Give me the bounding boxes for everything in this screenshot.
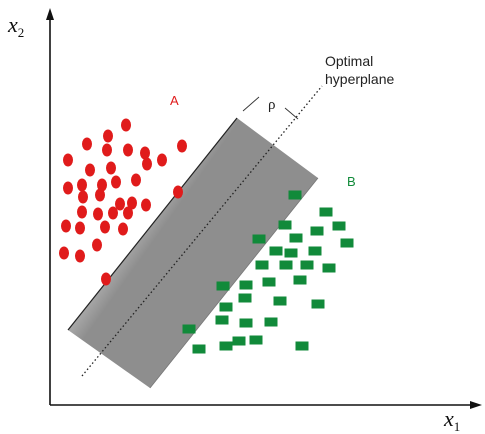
- class-b-point: [289, 233, 303, 243]
- class-a-point: [78, 190, 88, 204]
- class-b-point: [215, 315, 229, 325]
- class-b-label: B: [347, 174, 356, 189]
- class-b-point: [192, 344, 206, 354]
- class-a-point: [85, 163, 95, 177]
- class-b-point: [239, 318, 253, 328]
- class-b-point: [252, 234, 266, 244]
- class-a-label: A: [170, 93, 179, 108]
- class-b-point: [288, 190, 302, 200]
- class-b-point: [249, 335, 263, 345]
- x-axis-letter: x: [443, 406, 454, 431]
- class-a-point: [123, 206, 133, 220]
- class-a-point: [111, 175, 121, 189]
- optimal-hyperplane-line: [81, 85, 323, 377]
- band-edge-a: [67, 117, 238, 331]
- x-axis-arrow: [470, 401, 482, 409]
- class-b-point: [284, 248, 298, 258]
- class-a-point: [102, 143, 112, 157]
- class-a-point: [63, 181, 73, 195]
- class-b-point: [293, 275, 307, 285]
- rho-tick-left: [242, 96, 260, 112]
- class-b-point: [269, 246, 283, 256]
- class-a-point: [101, 272, 111, 286]
- class-b-point: [239, 280, 253, 290]
- class-a-point: [177, 139, 187, 153]
- class-a-point: [115, 197, 125, 211]
- y-axis-title: x2: [7, 12, 24, 40]
- class-a-point: [108, 206, 118, 220]
- class-b-point: [308, 246, 322, 256]
- class-a-point: [61, 219, 71, 233]
- class-b-point: [279, 260, 293, 270]
- class-a-point: [92, 238, 102, 252]
- class-b-point: [310, 226, 324, 236]
- class-b-points: [182, 190, 354, 354]
- class-b-point: [278, 220, 292, 230]
- class-a-point: [95, 188, 105, 202]
- class-b-point: [273, 296, 287, 306]
- class-a-point: [77, 178, 87, 192]
- class-a-point: [121, 118, 131, 132]
- class-a-point: [140, 146, 150, 160]
- class-b-point: [311, 299, 325, 309]
- rho-label: ρ: [268, 97, 276, 113]
- x-axis-subscript: 1: [454, 419, 461, 434]
- class-a-point: [127, 196, 137, 210]
- hyperplane-label-line2: hyperplane: [325, 71, 394, 87]
- class-a-point: [63, 153, 73, 167]
- class-b-point: [264, 317, 278, 327]
- class-a-points: [59, 118, 187, 286]
- band-edge-b: [149, 177, 319, 389]
- class-a-point: [103, 129, 113, 143]
- class-b-point: [255, 260, 269, 270]
- class-b-point: [219, 302, 233, 312]
- class-a-point: [77, 205, 87, 219]
- class-a-point: [141, 198, 151, 212]
- class-a-point: [157, 153, 167, 167]
- rho-tick-right: [284, 107, 299, 120]
- class-b-point: [232, 336, 246, 346]
- y-axis-letter: x: [7, 12, 18, 37]
- class-a-point: [100, 220, 110, 234]
- class-b-point: [295, 341, 309, 351]
- class-b-point: [340, 238, 354, 248]
- class-b-point: [238, 293, 252, 303]
- x-axis-title: x1: [443, 406, 460, 434]
- class-b-point: [322, 263, 336, 273]
- y-axis-arrow: [46, 8, 54, 20]
- class-b-point: [332, 221, 346, 231]
- class-b-point: [300, 260, 314, 270]
- class-a-point: [173, 185, 183, 199]
- class-a-point: [97, 178, 107, 192]
- class-b-point: [216, 281, 230, 291]
- class-a-point: [142, 157, 152, 171]
- margin-band: [68, 118, 318, 388]
- class-a-point: [93, 207, 103, 221]
- class-b-point: [182, 324, 196, 334]
- class-a-point: [118, 222, 128, 236]
- hyperplane-label-line1: Optimal: [325, 53, 373, 69]
- class-a-point: [131, 173, 141, 187]
- class-b-point: [219, 341, 233, 351]
- class-a-point: [75, 221, 85, 235]
- class-a-point: [123, 143, 133, 157]
- class-a-point: [59, 246, 69, 260]
- class-b-point: [319, 207, 333, 217]
- class-a-point: [82, 137, 92, 151]
- y-axis-subscript: 2: [18, 25, 25, 40]
- class-a-point: [75, 249, 85, 263]
- class-a-point: [106, 161, 116, 175]
- class-b-point: [262, 277, 276, 287]
